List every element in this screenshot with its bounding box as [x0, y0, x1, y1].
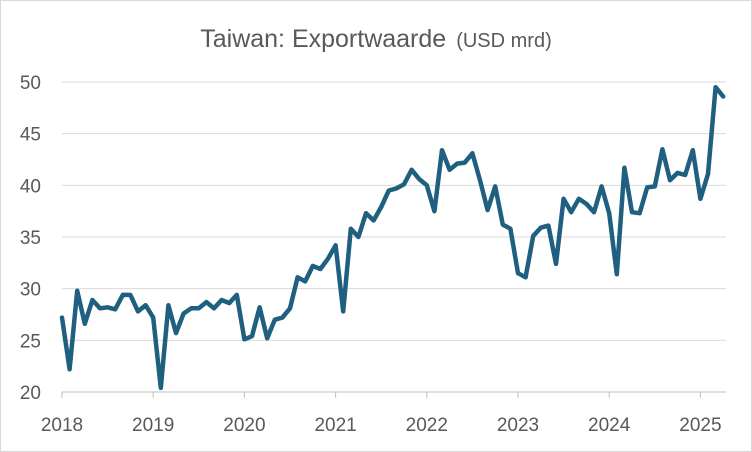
x-tick-label-2019: 2019: [132, 415, 174, 436]
x-tick-label-2022: 2022: [406, 415, 448, 436]
chart-title-text: Taiwan: Exportwaarde: [200, 25, 446, 53]
y-tick-label-50: 50: [20, 73, 41, 94]
x-tick-label-2025: 2025: [679, 415, 721, 436]
chart-title-unit: (USD mrd): [456, 30, 552, 52]
x-tick-label-2024: 2024: [588, 415, 631, 436]
x-tick-label-2018: 2018: [41, 415, 83, 436]
x-axis: [61, 391, 726, 398]
y-tick-label-30: 30: [20, 280, 41, 301]
series-layer: [59, 84, 726, 391]
x-axis-tick-labels: 2018 2019 2020 2021 2022 2023 2024 2025: [41, 415, 722, 436]
y-tick-label-20: 20: [20, 383, 41, 404]
y-tick-label-25: 25: [20, 331, 41, 352]
x-tick-label-2021: 2021: [314, 415, 356, 436]
y-tick-label-45: 45: [20, 125, 41, 146]
series-line-export-value: [59, 84, 726, 391]
chart-title: Taiwan: Exportwaarde (USD mrd): [200, 25, 552, 53]
y-axis-tick-labels: 20 25 30 35 40 45 50: [20, 73, 41, 404]
y-tick-label-35: 35: [20, 228, 41, 249]
y-tick-label-40: 40: [20, 176, 41, 197]
gridlines: [62, 81, 726, 341]
x-tick-label-2023: 2023: [497, 415, 539, 436]
x-tick-label-2020: 2020: [223, 415, 265, 436]
